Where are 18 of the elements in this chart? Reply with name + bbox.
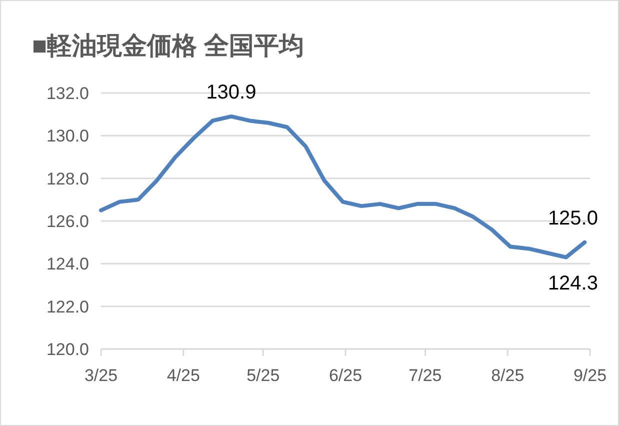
x-tick-label: 4/25 (166, 366, 200, 385)
x-tick-label: 7/25 (408, 366, 442, 385)
data-label: 125.0 (548, 207, 598, 230)
data-label: 130.9 (206, 81, 256, 104)
x-tick-label: 3/25 (84, 366, 118, 385)
y-tick-label: 120.0 (46, 340, 89, 359)
y-tick-label: 132.0 (46, 84, 89, 103)
x-tick-label: 9/25 (573, 366, 607, 385)
y-tick-label: 122.0 (46, 297, 89, 316)
y-tick-label: 124.0 (46, 254, 89, 274)
x-tick-label: 6/25 (328, 366, 362, 385)
y-tick-label: 126.0 (46, 212, 89, 231)
x-tick-label: 8/25 (491, 366, 524, 385)
x-tick-label: 5/25 (246, 366, 280, 385)
y-tick-label: 130.0 (46, 126, 89, 146)
data-label: 124.3 (548, 272, 598, 294)
title: ■軽油現金価格 全国平均 (32, 32, 304, 60)
y-tick-label: 128.0 (46, 169, 89, 188)
